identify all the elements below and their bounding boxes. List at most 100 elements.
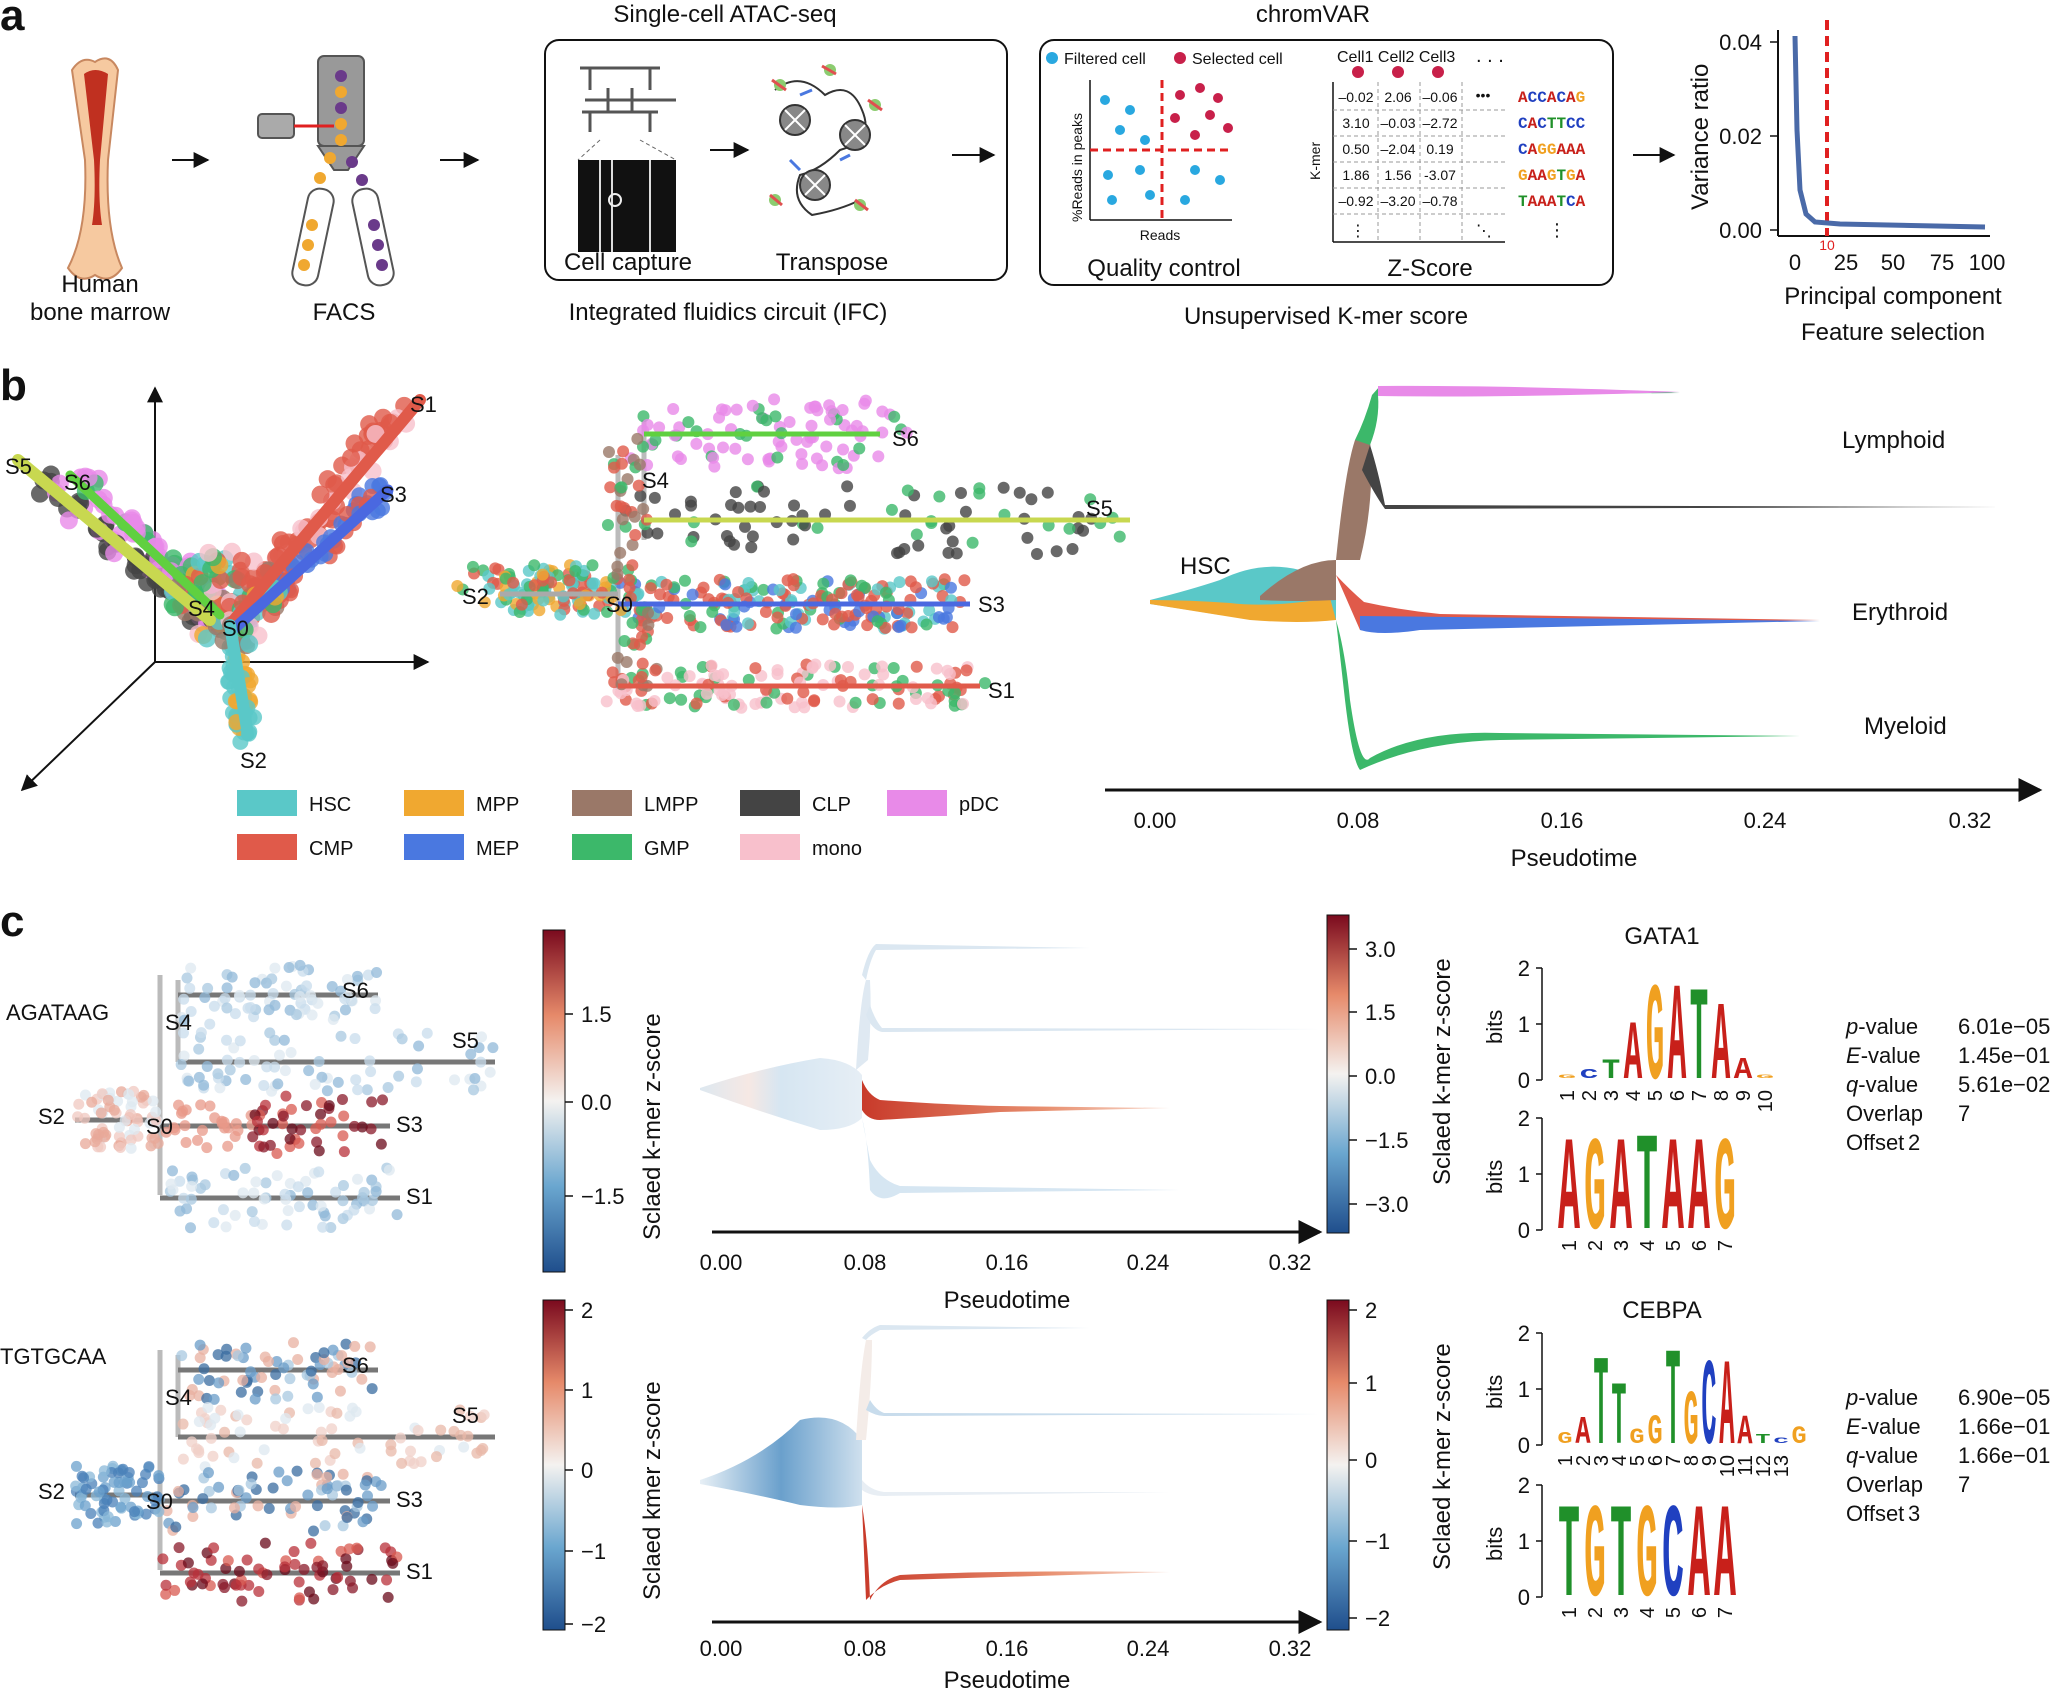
panel-c-xtick: 0.00 <box>700 1250 743 1275</box>
bits-label: bits <box>1482 1375 1507 1409</box>
colorbar-3 <box>542 1299 566 1631</box>
tree-branch-label: S1 <box>406 1184 433 1209</box>
kmer2-stream <box>700 1325 1323 1634</box>
stream-plot <box>1105 385 2043 802</box>
stream4-ylabel: Sclaed k-mer z-score <box>1429 1343 1456 1570</box>
colorbar2-tick: −3.0 <box>1365 1192 1408 1217</box>
logo-position: 3 <box>1591 1455 1613 1466</box>
logo-letter: G <box>1791 1422 1806 1451</box>
trajectory-2d-labels: S6 S4 S5 S2 S0 S3 S1 <box>462 426 1113 703</box>
logo-position: 2 <box>1573 1455 1595 1466</box>
logo-ytick: 1 <box>1518 1162 1530 1187</box>
zscore-vdots: ⋮ <box>1350 223 1366 240</box>
tree-branch-label: S6 <box>342 978 369 1003</box>
legend-filtered: Filtered cell <box>1064 51 1146 68</box>
kmer-vdots: ⋮ <box>1548 220 1566 240</box>
logo-letter: T <box>1558 1483 1580 1636</box>
colorbar-ticks: 1.5 0.0 −1.5 3.0 1.5 0.0 −1.5 −3.0 2 1 0 −1 −2 2 1 0 −1 −… <box>565 937 1408 1637</box>
zscore-table <box>1332 82 1505 243</box>
bits-label: bits <box>1482 1010 1507 1044</box>
zscore-cell: –2.72 <box>1422 115 1457 131</box>
logo-letter: G <box>1558 1073 1576 1079</box>
logo-letter: A <box>1712 985 1731 1112</box>
logo-position: 7 <box>1715 1607 1737 1618</box>
branch-label-2d: S6 <box>892 426 919 451</box>
tree-branch-label: S5 <box>452 1028 479 1053</box>
legend-swatch <box>404 834 464 860</box>
logo-letter: C <box>1580 1067 1598 1083</box>
logo-letter: C <box>1701 1340 1716 1480</box>
tree-branch-label: S4 <box>165 1010 192 1035</box>
kmer-list: ACCACAG CACTTCC CAGGAAA GAAGTGA TAAATCA ⋮ <box>1518 89 1586 240</box>
logo-letter: A <box>1662 1116 1684 1269</box>
panel-b-label: b <box>0 361 27 410</box>
motif-stat-label: p-value <box>1845 1385 1918 1410</box>
stream1-ylabel: Sclaed k-mer z-score <box>639 1013 666 1240</box>
logo-letter: T <box>1690 968 1708 1120</box>
zscore-cells: –0.02 2.06 –0.06 ••• 3.10 –0.03 –2.72 0.50 –2.04… <box>1338 87 1492 240</box>
zscore-cell: 2.06 <box>1384 89 1411 105</box>
motif-stat-value: 1.66e−01 <box>1958 1443 2050 1468</box>
zscore-cell: –0.03 <box>1380 115 1415 131</box>
logo-position: 3 <box>1601 1090 1623 1101</box>
logo-letter: G <box>1629 1425 1644 1450</box>
logo-letter: T <box>1610 1483 1632 1636</box>
legend-swatch <box>404 790 464 816</box>
logo-position: 4 <box>1637 1240 1659 1251</box>
branch-label-3d: S4 <box>188 596 215 621</box>
zscore-cell: 1.56 <box>1384 167 1411 183</box>
panel-c-xtick: 0.24 <box>1127 1250 1170 1275</box>
stream2-ylabel: Sclaed k-mer z-score <box>1429 958 1456 1185</box>
tree-branch-label: S2 <box>38 1479 65 1504</box>
stream3-ylabel: Sclaed kmer z-score <box>639 1381 666 1600</box>
logo-position: 7 <box>1663 1455 1685 1466</box>
motif-stat-value: 1.45e−01 <box>1958 1043 2050 1068</box>
trajectory-2d <box>451 393 1130 714</box>
colorbar3-tick: −2 <box>581 1612 606 1637</box>
tree-branch-label: S2 <box>38 1104 65 1129</box>
logo-position: 12 <box>1753 1455 1775 1477</box>
zscore-label: Z-Score <box>1387 255 1472 282</box>
motif-stat-label: q-value <box>1846 1072 1918 1097</box>
branch-label-2d: S1 <box>988 678 1015 703</box>
logo-ytick: 2 <box>1518 1473 1530 1498</box>
logo-letter: A <box>1624 1008 1643 1104</box>
logo-position: 7 <box>1689 1090 1711 1101</box>
panel-c-xtick: 0.08 <box>844 1636 887 1661</box>
variance-xlabel: Principal component <box>1784 283 2002 310</box>
legend-label: LMPP <box>644 794 698 816</box>
qc-scatter <box>1089 80 1233 221</box>
branch-label-3d: S6 <box>64 470 91 495</box>
cell-capture-label: Cell capture <box>564 249 692 276</box>
zscore-cell-dots <box>1352 66 1444 78</box>
logo-position: 6 <box>1667 1090 1689 1101</box>
zscore-cell: –3.20 <box>1380 193 1415 209</box>
qc-ylabel: %Reads in peaks <box>1069 113 1085 222</box>
zscore-cell: –0.02 <box>1338 89 1373 105</box>
colorbar2-tick: 3.0 <box>1365 937 1396 962</box>
variance-xtick-0: 0 <box>1789 250 1801 275</box>
colorbar2-tick: 0.0 <box>1365 1064 1396 1089</box>
logo-letter: A <box>1734 1053 1753 1088</box>
logo-position: 6 <box>1689 1607 1711 1618</box>
stream-lymphoid: Lymphoid <box>1842 427 1945 454</box>
logo-letter: A <box>1719 1340 1734 1480</box>
logo-position: 2 <box>1585 1240 1607 1251</box>
logo-letter: A <box>1714 1483 1736 1636</box>
panel-c-xtick: 0.08 <box>844 1250 887 1275</box>
stream-xtick: 0.32 <box>1949 808 1992 833</box>
logo-letter: T <box>1593 1336 1608 1482</box>
stream-xtick: 0.08 <box>1337 808 1380 833</box>
motif-stat-value: 7 <box>1958 1472 1970 1497</box>
tree-branch-label: S3 <box>396 1487 423 1512</box>
motif-stat-value: 3 <box>1908 1501 1920 1526</box>
logo-ytick: 2 <box>1518 956 1530 981</box>
variance-ytick-2: 0.00 <box>1719 218 1762 243</box>
zscore-ellipsis: ••• <box>1476 87 1491 103</box>
colorbar4-tick: −1 <box>1365 1529 1390 1554</box>
chromvar-title: chromVAR <box>1256 1 1370 28</box>
panel-c-xtick: 0.32 <box>1269 1636 1312 1661</box>
zscore-cell: 3.10 <box>1342 115 1369 131</box>
motif-stat-value: 2 <box>1908 1130 1920 1155</box>
